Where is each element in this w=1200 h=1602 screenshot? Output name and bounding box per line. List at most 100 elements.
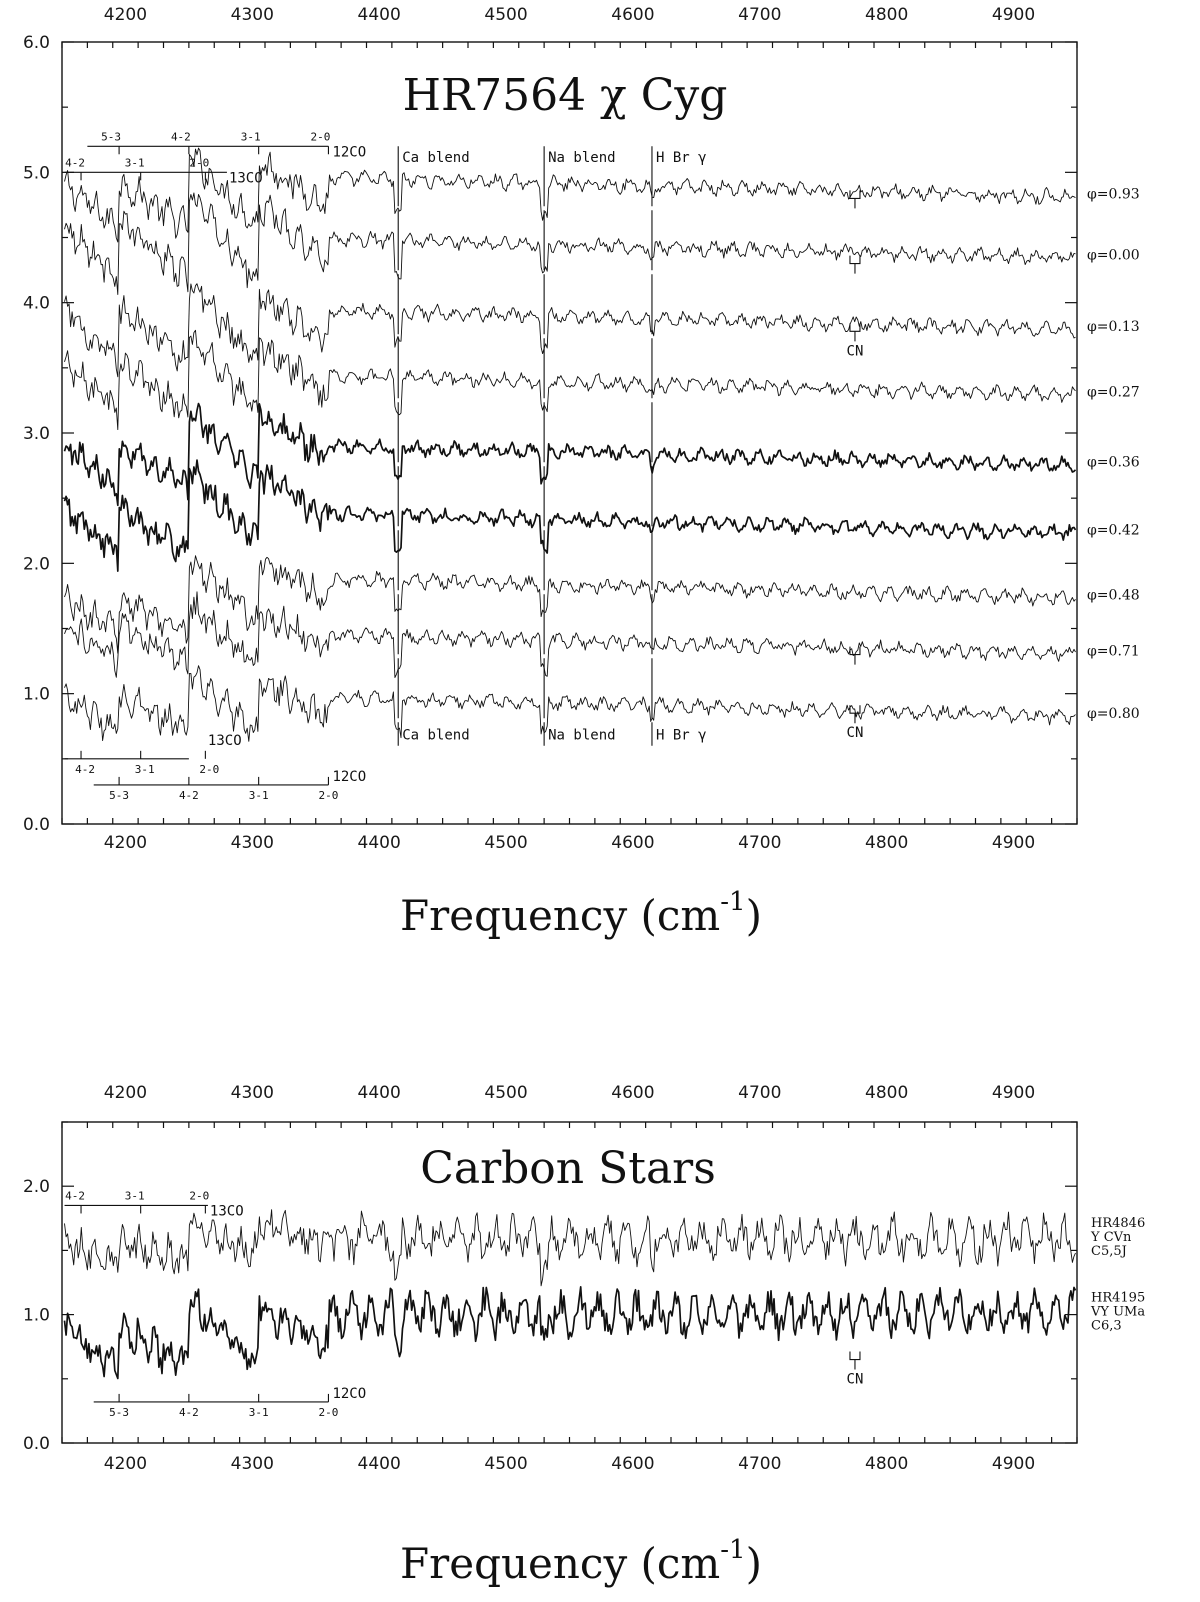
co13-head-label: 4-2 <box>65 1189 85 1202</box>
co13-head-label: 2-0 <box>199 763 219 776</box>
y-tick-label: 3.0 <box>23 424 50 444</box>
spectra-series: HR4846 Y CVn C5,5J HR4195 VY UMa C6,3 <box>63 1209 1145 1380</box>
x-axis-ticks: 4200 4200 4300 4300 4400 4400 4500 4500 4600 4600… <box>61 5 1078 853</box>
x-tick-label-top: 4700 <box>738 5 781 25</box>
spectrum-line <box>64 329 1076 431</box>
x-tick-label-top: 4400 <box>358 1083 401 1103</box>
co12-head-label: 5-3 <box>109 1406 129 1419</box>
co13-label: 13CO <box>229 170 263 186</box>
cn-label: CN <box>847 1372 864 1388</box>
x-axis-ticks: 4200 4200 4300 4300 4400 4400 4500 4500 4600 4600… <box>61 1083 1078 1474</box>
x-tick-label-top: 4400 <box>358 5 401 25</box>
phase-label: φ=0.27 <box>1087 384 1140 400</box>
x-tick-label-top: 4300 <box>231 5 274 25</box>
spectrum-line <box>64 591 1076 678</box>
phase-label: φ=0.00 <box>1087 247 1140 263</box>
x-tick-label-top: 4200 <box>104 1083 147 1103</box>
line-id-label-bottom: H Br γ <box>656 727 707 743</box>
x-tick-label-bottom: 4300 <box>231 1454 274 1474</box>
co12-head-label: 2-0 <box>319 789 339 802</box>
x-axis-label: Frequency (cm-1) <box>400 887 762 940</box>
spectra-series: φ=0.93 φ=0.00 φ=0.13 φ=0.27 φ=0.36 φ=0.42 φ=0.… <box>63 147 1140 742</box>
spectrum-line <box>64 1209 1076 1287</box>
spectrum-line <box>64 147 1076 243</box>
co12-head-label: 2-0 <box>311 130 331 143</box>
y-tick-label: 2.0 <box>23 1177 50 1197</box>
y-axis-ticks: 0.0 1.0 2.0 <box>23 1121 1077 1454</box>
co13-head-label: 2-0 <box>189 1189 209 1202</box>
co12-head-label: 5-3 <box>101 130 121 143</box>
x-tick-label-bottom: 4400 <box>358 1454 401 1474</box>
x-tick-label-top: 4300 <box>231 1083 274 1103</box>
x-tick-label-bottom: 4600 <box>611 1454 654 1474</box>
phase-label: φ=0.80 <box>1087 706 1140 722</box>
series-label: HR4846 Y CVn C5,5J <box>1090 1216 1145 1259</box>
line-id-label-bottom: Na blend <box>548 727 615 743</box>
x-tick-label-bottom: 4200 <box>104 1454 147 1474</box>
x-tick-label-top: 4800 <box>865 1083 908 1103</box>
x-axis-label: Frequency (cm-1) <box>400 1535 762 1588</box>
co12-head-label: 3-1 <box>249 1406 269 1419</box>
y-tick-label: 1.0 <box>23 1306 50 1326</box>
co12-head-label: 3-1 <box>249 789 269 802</box>
co13-label: 13CO <box>208 733 242 749</box>
y-tick-label: 2.0 <box>23 554 50 574</box>
cn-label: CN <box>847 343 864 359</box>
co12-label: 12CO <box>332 144 366 160</box>
y-tick-label: 4.0 <box>23 294 50 314</box>
x-tick-label-top: 4700 <box>738 1083 781 1103</box>
co13-head-label: 3-1 <box>125 156 145 169</box>
cn-bracket <box>849 705 861 724</box>
chart-title: Carbon Stars <box>420 1143 716 1194</box>
y-tick-label: 5.0 <box>23 163 50 183</box>
phase-label: φ=0.93 <box>1087 186 1140 202</box>
chi-cyg-panel: 4200 4200 4300 4300 4400 4400 4500 4500 4600 4600… <box>23 5 1140 940</box>
co12-head-label: 4-2 <box>171 130 191 143</box>
x-tick-label-bottom: 4200 <box>104 833 147 853</box>
x-tick-label-top: 4800 <box>865 5 908 25</box>
spectrum-line <box>64 555 1076 654</box>
line-annotations: Ca blend Ca blend Na blend Na blend H Br γ H … <box>64 130 864 802</box>
spectrum-line <box>63 402 1077 507</box>
co12-head-label: 4-2 <box>179 789 199 802</box>
cn-bracket <box>849 323 861 342</box>
series-label: HR4195 VY UMa C6,3 <box>1090 1291 1145 1334</box>
line-id-label-top: H Br γ <box>656 150 707 166</box>
y-tick-label: 6.0 <box>23 33 50 53</box>
spectrum-line <box>64 192 1076 295</box>
x-tick-label-top: 4500 <box>484 1083 527 1103</box>
co12-label: 12CO <box>332 1386 366 1402</box>
spectrum-line <box>63 1286 1077 1380</box>
spectrum-line <box>63 459 1077 572</box>
co12-head-label: 5-3 <box>109 789 129 802</box>
cn-bracket <box>849 1351 861 1370</box>
x-tick-label-top: 4500 <box>484 5 527 25</box>
phase-label: φ=0.13 <box>1087 319 1140 335</box>
co12-head-label: 3-1 <box>241 130 261 143</box>
x-tick-label-bottom: 4800 <box>865 1454 908 1474</box>
cn-bracket <box>849 646 861 665</box>
co12-head-label: 2-0 <box>319 1406 339 1419</box>
x-tick-label-bottom: 4400 <box>358 833 401 853</box>
line-id-label-top: Na blend <box>548 150 615 166</box>
x-tick-label-bottom: 4300 <box>231 833 274 853</box>
co13-head-label: 3-1 <box>135 763 155 776</box>
x-tick-label-top: 4900 <box>992 5 1035 25</box>
co13-head-label: 3-1 <box>125 1189 145 1202</box>
y-tick-label: 0.0 <box>23 815 50 835</box>
x-tick-label-bottom: 4600 <box>611 833 654 853</box>
spectrum-line <box>64 665 1076 742</box>
carbon-stars-panel: 4200 4200 4300 4300 4400 4400 4500 4500 4600 4600… <box>23 1083 1145 1588</box>
y-tick-label: 0.0 <box>23 1434 50 1454</box>
phase-label: φ=0.71 <box>1087 643 1140 659</box>
x-tick-label-bottom: 4500 <box>484 833 527 853</box>
chart-title: HR7564 χ Cyg <box>403 70 728 121</box>
x-tick-label-bottom: 4700 <box>738 1454 781 1474</box>
cn-bracket <box>849 190 861 209</box>
x-tick-label-bottom: 4900 <box>992 1454 1035 1474</box>
cn-label: CN <box>847 725 864 741</box>
x-tick-label-top: 4600 <box>611 1083 654 1103</box>
co12-label: 12CO <box>332 769 366 785</box>
